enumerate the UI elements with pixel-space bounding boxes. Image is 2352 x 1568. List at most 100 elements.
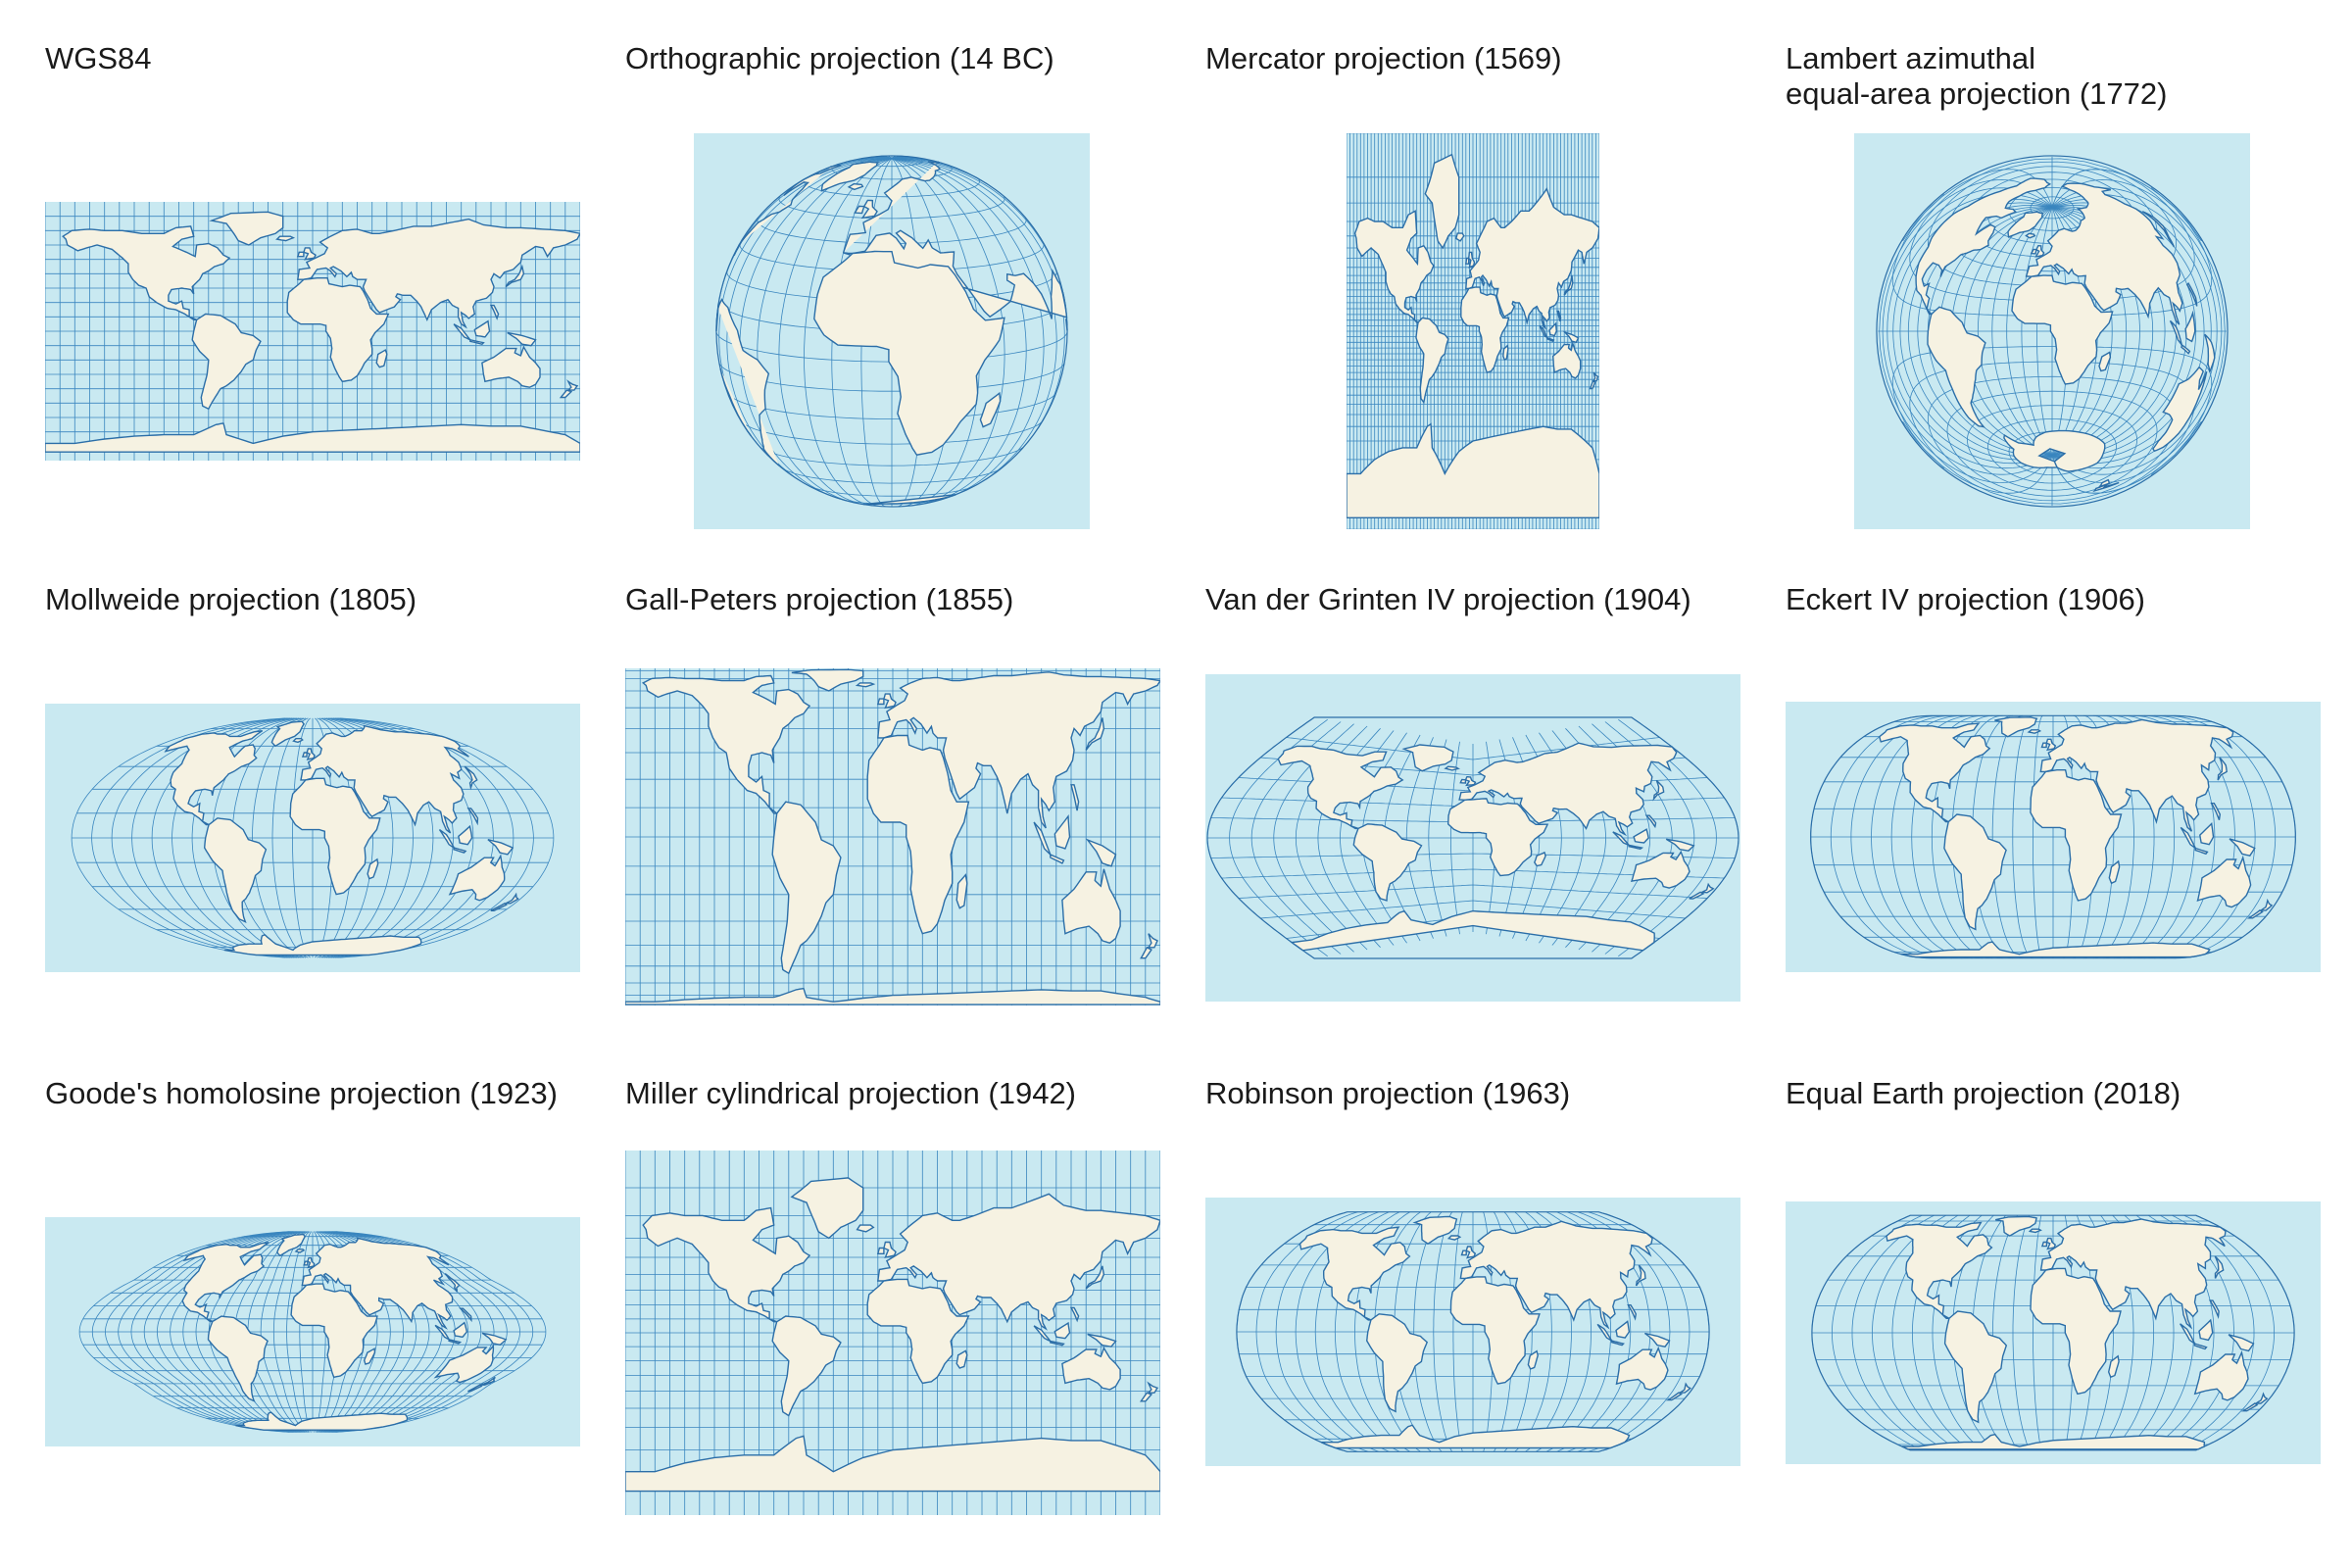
landmass — [466, 808, 479, 826]
landmass — [2025, 232, 2036, 239]
landmass — [2007, 211, 2044, 238]
landmass — [2040, 742, 2048, 749]
panel-lambert: Lambert azimuthal equal-area projection … — [1740, 0, 2321, 541]
landmass — [956, 1349, 968, 1369]
parallel-line — [760, 446, 1025, 466]
landmass — [1412, 1215, 1458, 1246]
panel-orthographic: Orthographic projection (14 BC) — [580, 0, 1160, 541]
landmass — [2098, 351, 2112, 372]
landmass — [1070, 784, 1080, 811]
landmasses — [1298, 1215, 1692, 1449]
panel-miller: Miller cylindrical projection (1942) — [580, 1035, 1160, 1568]
landmass — [2198, 1318, 2214, 1342]
landmass — [2003, 429, 2106, 472]
landmass — [860, 199, 878, 220]
panel-title: Robinson projection (1963) — [1205, 1076, 1571, 1110]
landmass — [45, 422, 580, 453]
landmass — [1444, 765, 1461, 771]
landmass — [1352, 823, 1423, 902]
landmass — [559, 389, 573, 399]
landmass — [459, 1307, 472, 1323]
landmass — [1994, 716, 2038, 738]
landmass — [2040, 1241, 2048, 1248]
landmass — [2152, 366, 2208, 453]
landmass — [433, 1344, 495, 1384]
landmass — [856, 1224, 875, 1233]
landmass — [507, 331, 537, 347]
landmass — [481, 345, 541, 388]
landmass — [2025, 182, 2183, 325]
landmass — [1446, 1235, 1462, 1241]
landmass — [1610, 1340, 1625, 1347]
landmass — [1290, 909, 1655, 952]
landmass — [480, 1376, 496, 1386]
panel-title: WGS84 — [45, 41, 152, 75]
landmass — [883, 1241, 897, 1258]
parallel-line — [1238, 884, 1708, 899]
landmass — [1592, 371, 1599, 382]
landmass — [448, 854, 506, 902]
map-outline — [1236, 1211, 1710, 1452]
landmass — [1562, 330, 1580, 344]
landmass — [813, 250, 1005, 456]
landmass — [1353, 210, 1435, 323]
landmass — [1085, 1265, 1105, 1290]
landmass — [876, 698, 885, 706]
landmass — [2039, 1218, 2227, 1330]
landmass — [2210, 803, 2222, 820]
landmasses — [164, 720, 519, 956]
landmass — [1087, 1333, 1117, 1348]
landmass — [2141, 211, 2175, 248]
landmass — [1879, 722, 1991, 823]
landmass — [1630, 850, 1690, 889]
landmass — [2108, 859, 2121, 885]
map-wgs84 — [45, 202, 580, 461]
panel-eckert4: Eckert IV projection (1906) — [1740, 541, 2321, 1035]
landmasses — [1347, 153, 1599, 518]
landmass — [1459, 778, 1467, 784]
landmass — [625, 1435, 1160, 1493]
landmass — [294, 1249, 306, 1253]
parallel-line — [831, 163, 953, 180]
landmass — [1458, 742, 1678, 837]
landmass — [2246, 909, 2264, 919]
map-outline — [1810, 714, 2296, 959]
parallel-line — [727, 392, 1057, 419]
landmass — [1556, 310, 1562, 321]
landmass — [1589, 379, 1596, 390]
panel-wgs84: WGS84 — [0, 0, 580, 541]
parallel-line — [808, 485, 975, 497]
panel-title: Equal Earth projection (2018) — [1786, 1076, 2181, 1110]
landmass — [790, 1177, 864, 1240]
landmass — [2027, 729, 2042, 734]
parallel-line — [782, 467, 1003, 484]
parallel-line — [1946, 390, 2158, 497]
landmass — [642, 1206, 811, 1323]
landmass — [1459, 1220, 1653, 1330]
landmasses — [625, 668, 1160, 1005]
landmass — [1465, 187, 1599, 330]
landmass — [1424, 153, 1460, 250]
landmass — [2028, 1228, 2042, 1234]
landmass — [1527, 1349, 1539, 1370]
landmass — [2180, 343, 2191, 355]
landmass — [1320, 1424, 1631, 1449]
globe-outline — [715, 155, 1068, 508]
panel-equalearth: Equal Earth projection (2018) — [1740, 1035, 2321, 1568]
landmass — [566, 379, 579, 391]
landmass — [2185, 282, 2198, 307]
landmass — [489, 304, 500, 320]
landmass — [641, 674, 811, 814]
landmass — [1467, 251, 1476, 270]
landmass — [62, 225, 231, 320]
landmass — [458, 824, 473, 846]
landmass — [1900, 941, 2211, 958]
globe-outline — [1876, 155, 2229, 508]
landmass — [1147, 1381, 1159, 1394]
landmass — [1551, 341, 1582, 379]
landmass — [2034, 245, 2045, 258]
landmass — [296, 218, 580, 329]
landmass — [1277, 745, 1404, 830]
panel-title: Van der Grinten IV projection (1904) — [1205, 582, 1691, 616]
